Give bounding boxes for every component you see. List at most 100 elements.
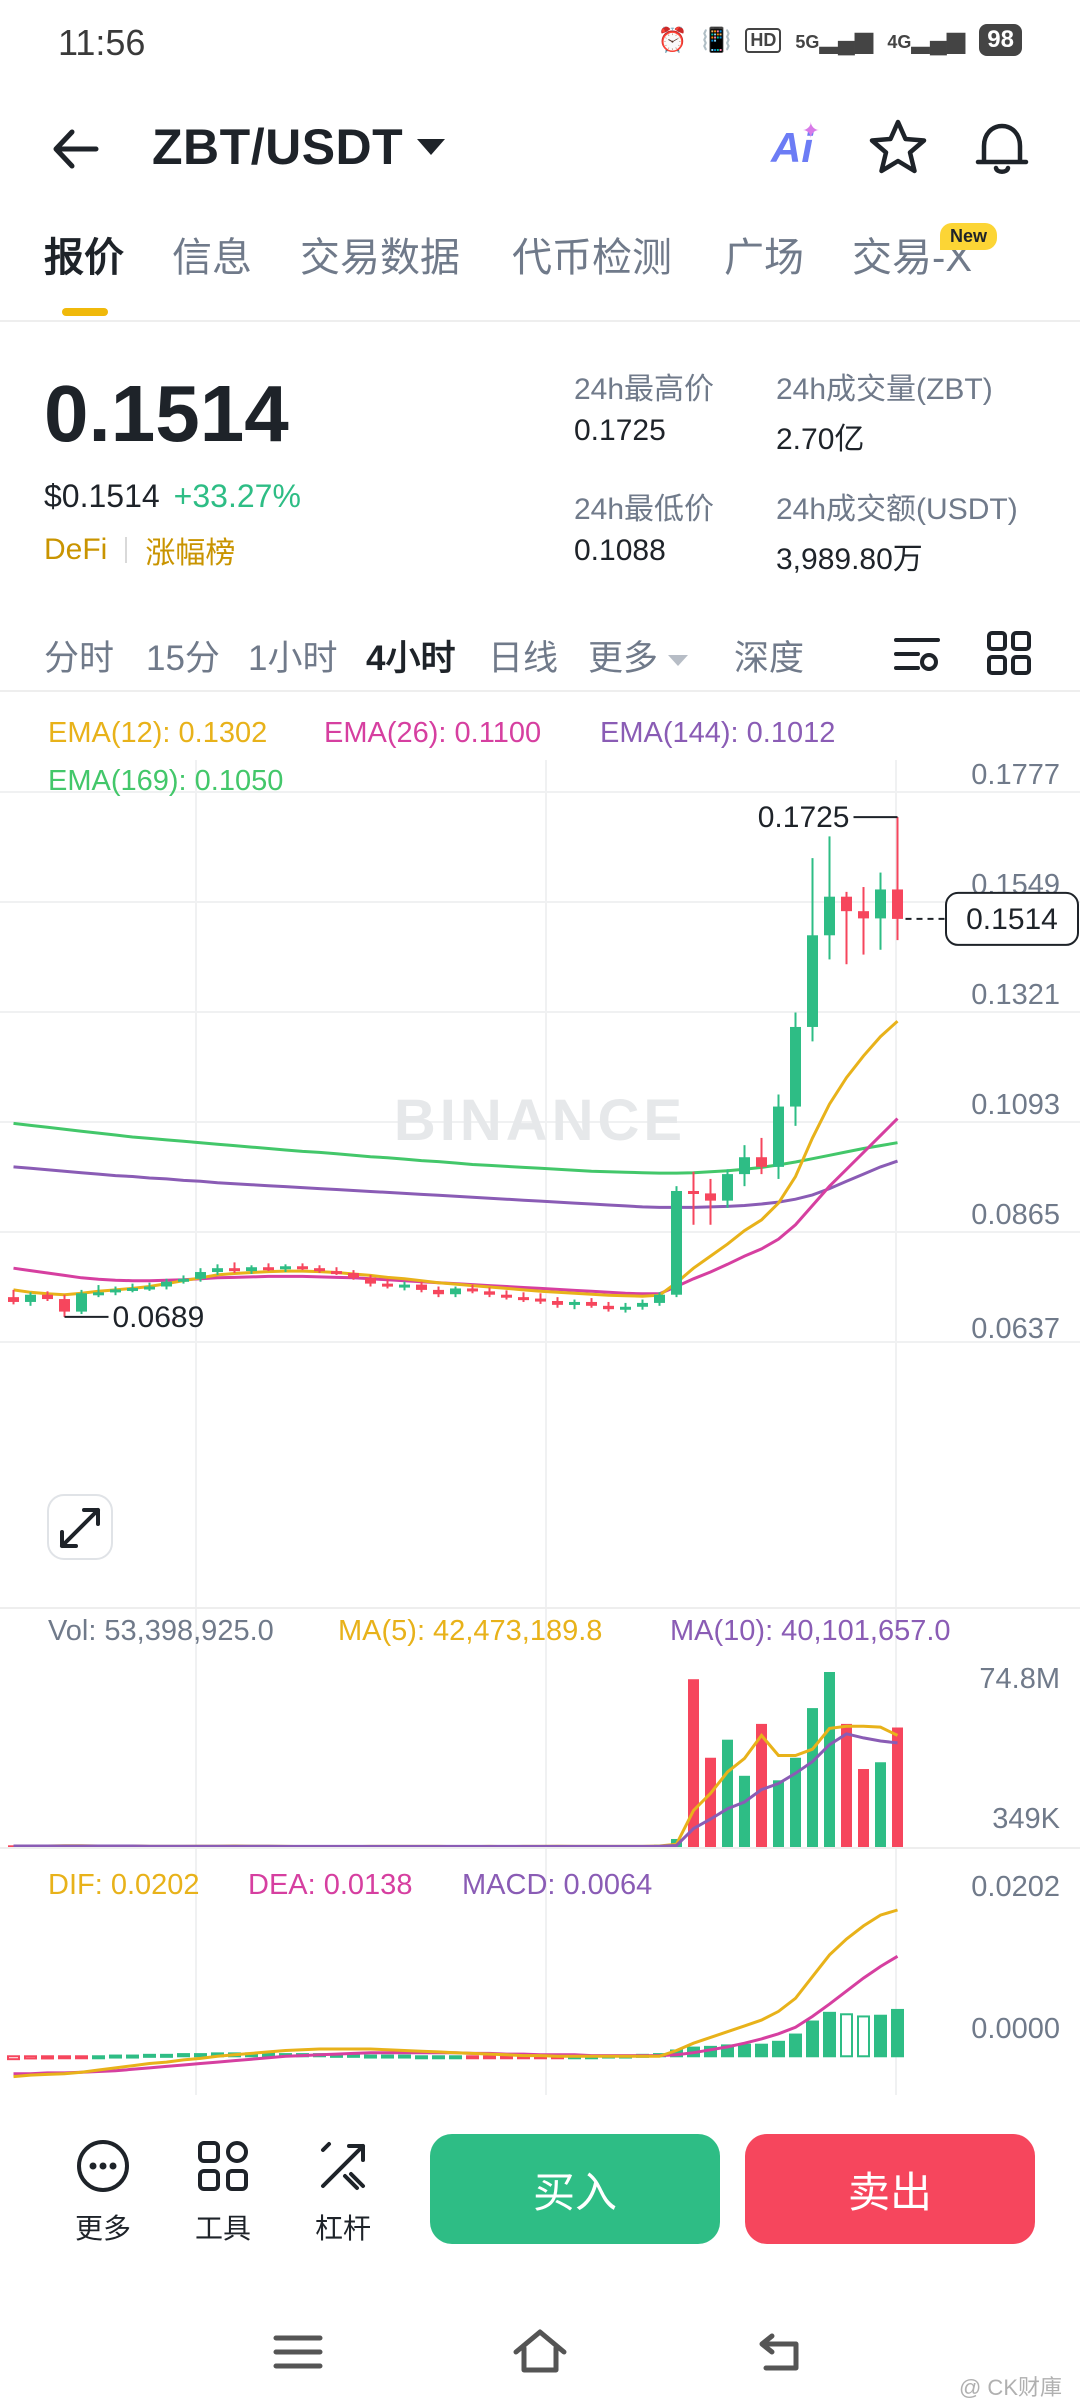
ema26-legend: EMA(26): 0.1100 <box>324 717 541 749</box>
macd-lines <box>13 1908 899 2079</box>
turnover-value: 3,989.80万 <box>776 543 923 576</box>
candle-body <box>858 911 869 919</box>
vol-axis-min: 349K <box>992 1803 1060 1835</box>
candle-body <box>195 1272 206 1279</box>
volume-ma-lines <box>13 1724 899 1849</box>
macd-histogram-bar <box>823 2011 836 2058</box>
expand-icon <box>60 1508 100 1548</box>
volume-bar <box>773 1780 784 1848</box>
high-marker-label: 0.1725 <box>758 801 850 834</box>
macd-histogram-bar <box>806 2020 819 2058</box>
tag-divider <box>125 537 128 563</box>
tab-info[interactable]: 信息 <box>172 236 252 280</box>
candle-body <box>671 1190 682 1295</box>
macd-histogram-bar <box>483 2055 496 2060</box>
home-icon[interactable] <box>510 2322 570 2382</box>
tools-label: 工具 <box>194 2213 251 2244</box>
kline-chart[interactable]: BINANCE 0.17770.15490.13210.10930.08650.… <box>0 700 1080 2095</box>
tab-token-check[interactable]: 代币检测 <box>512 236 672 280</box>
volume-bar <box>739 1775 750 1848</box>
tf-1h[interactable]: 1小时 <box>248 639 338 678</box>
candle-body <box>127 1287 138 1291</box>
candle-body <box>25 1294 36 1302</box>
alarm-icon: ⏰ <box>657 26 688 54</box>
tab-trading-data[interactable]: 交易数据 <box>300 236 460 280</box>
volume-bar <box>705 1757 716 1848</box>
volume-bar <box>875 1762 886 1848</box>
macd-histogram-bar <box>772 2040 785 2058</box>
tf-depth[interactable]: 深度 <box>734 639 805 678</box>
status-bar: 11:56 ⏰ 📳 HD 5G▂▄▆ 4G▂▄▆ 98 <box>0 0 1080 80</box>
tag-defi[interactable]: DeFi <box>44 533 108 566</box>
candle-body <box>637 1302 648 1307</box>
macd-legend: MACD: 0.0064 <box>462 1869 652 1901</box>
ema169-line <box>13 1121 898 1175</box>
macd-histogram-bar <box>789 2033 802 2058</box>
back-nav-icon[interactable] <box>752 2322 812 2382</box>
tools-button[interactable]: 工具 <box>178 2138 268 2247</box>
more-dots-icon <box>77 2140 129 2192</box>
low-marker-label: 0.0689 <box>113 1301 205 1334</box>
low-value: 0.1088 <box>574 534 666 567</box>
candle-body <box>42 1294 53 1300</box>
candle-body <box>212 1268 223 1273</box>
grid-layout-icon[interactable] <box>986 630 1032 676</box>
tf-1d[interactable]: 日线 <box>488 639 559 678</box>
buy-button[interactable]: 买入 <box>430 2134 720 2244</box>
tag-row: DeFi 涨幅榜 <box>44 528 235 572</box>
tf-4h[interactable]: 4小时 <box>366 639 456 678</box>
price-tick-label: 0.1777 <box>971 759 1060 791</box>
candle-body <box>365 1277 376 1284</box>
current-price-box <box>945 891 1079 946</box>
menu-icon[interactable] <box>268 2322 328 2382</box>
leverage-icon <box>321 2142 365 2190</box>
tag-gainers[interactable]: 涨幅榜 <box>145 537 236 570</box>
sell-button[interactable]: 卖出 <box>745 2134 1035 2244</box>
candle-body <box>773 1106 784 1167</box>
status-time: 11:56 <box>58 22 146 63</box>
candle-body <box>297 1266 308 1270</box>
candle-body <box>484 1291 495 1295</box>
fullscreen-button[interactable] <box>47 1494 113 1560</box>
macd-histogram-bar <box>755 2043 768 2058</box>
candle-body <box>314 1268 325 1272</box>
candle-body <box>246 1267 257 1272</box>
tab-square[interactable]: 广场 <box>724 236 804 280</box>
candle-body <box>433 1289 444 1295</box>
more-button[interactable]: 更多 <box>58 2138 148 2247</box>
macd-histogram-bar <box>891 2008 904 2058</box>
ai-button[interactable]: Ai ✦ <box>760 116 824 180</box>
candle-body <box>569 1301 580 1305</box>
tab-quote[interactable]: 报价 <box>44 236 124 280</box>
leverage-label: 杠杆 <box>314 2213 371 2244</box>
candles <box>8 817 903 1317</box>
macd-histogram-bar <box>857 2015 870 2058</box>
macd-histogram-bar <box>41 2055 54 2060</box>
caret-down-icon <box>417 139 446 155</box>
back-arrow-icon[interactable] <box>48 122 102 176</box>
star-icon[interactable] <box>866 116 930 180</box>
system-nav-bar <box>0 2300 1080 2400</box>
candle-body <box>382 1283 393 1287</box>
candle-body <box>93 1292 104 1296</box>
active-tab-indicator <box>62 308 108 316</box>
candle-body <box>586 1301 597 1306</box>
tf-more[interactable]: 更多 <box>588 630 689 681</box>
candle-body <box>450 1288 461 1295</box>
candle-body <box>790 1026 801 1107</box>
macd-histogram-bar <box>840 2013 853 2058</box>
indicator-settings-icon[interactable] <box>892 630 942 680</box>
bell-icon[interactable] <box>970 116 1034 180</box>
candle-body <box>892 889 903 919</box>
volume-bar <box>790 1757 801 1848</box>
new-badge: New <box>940 223 998 250</box>
tf-15m[interactable]: 15分 <box>146 639 220 678</box>
candle-body <box>552 1300 563 1305</box>
tf-line[interactable]: 分时 <box>44 639 115 678</box>
macd-histogram-bar <box>347 2053 360 2058</box>
price-tick-label: 0.1093 <box>971 1089 1060 1121</box>
pair-selector[interactable]: ZBT/USDT <box>152 118 446 176</box>
macd-histogram-bar <box>75 2055 88 2060</box>
candle-body <box>399 1284 410 1288</box>
leverage-button[interactable]: 杠杆 <box>298 2138 388 2247</box>
